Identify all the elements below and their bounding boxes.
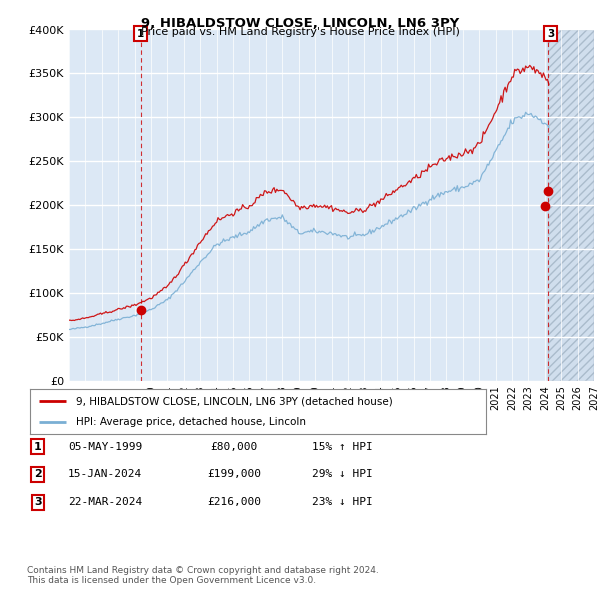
Text: £80,000: £80,000 <box>211 442 257 451</box>
Text: 05-MAY-1999: 05-MAY-1999 <box>68 442 142 451</box>
Bar <box>548 30 594 381</box>
Text: Price paid vs. HM Land Registry's House Price Index (HPI): Price paid vs. HM Land Registry's House … <box>140 27 460 37</box>
Text: 3: 3 <box>34 497 41 507</box>
Text: £216,000: £216,000 <box>207 497 261 507</box>
Text: 29% ↓ HPI: 29% ↓ HPI <box>311 470 373 479</box>
Text: £199,000: £199,000 <box>207 470 261 479</box>
Text: 1: 1 <box>137 29 145 39</box>
Text: 15-JAN-2024: 15-JAN-2024 <box>68 470 142 479</box>
Text: 15% ↑ HPI: 15% ↑ HPI <box>311 442 373 451</box>
Text: This data is licensed under the Open Government Licence v3.0.: This data is licensed under the Open Gov… <box>27 576 316 585</box>
Text: 1: 1 <box>34 442 41 451</box>
Text: 23% ↓ HPI: 23% ↓ HPI <box>311 497 373 507</box>
Bar <box>548 30 594 381</box>
Text: 2: 2 <box>34 470 41 479</box>
Text: Contains HM Land Registry data © Crown copyright and database right 2024.: Contains HM Land Registry data © Crown c… <box>27 566 379 575</box>
Text: HPI: Average price, detached house, Lincoln: HPI: Average price, detached house, Linc… <box>76 417 305 427</box>
Text: 9, HIBALDSTOW CLOSE, LINCOLN, LN6 3PY (detached house): 9, HIBALDSTOW CLOSE, LINCOLN, LN6 3PY (d… <box>76 396 392 407</box>
Text: 9, HIBALDSTOW CLOSE, LINCOLN, LN6 3PY: 9, HIBALDSTOW CLOSE, LINCOLN, LN6 3PY <box>141 17 459 30</box>
Text: 3: 3 <box>547 29 554 39</box>
Text: 22-MAR-2024: 22-MAR-2024 <box>68 497 142 507</box>
